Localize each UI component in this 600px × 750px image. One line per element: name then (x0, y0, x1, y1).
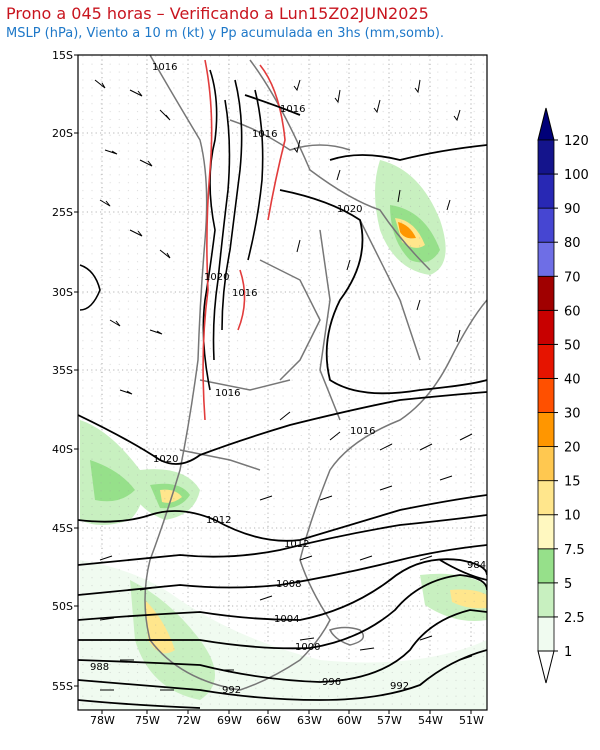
isobar-label: 1008 (276, 579, 301, 590)
colorbar-segment (537, 207, 555, 243)
colorbar-label: 40 (564, 372, 581, 387)
colorbar-top-arrow (537, 107, 555, 141)
isobar-label: 1016 (215, 388, 240, 399)
isobar-label: 992 (390, 681, 409, 692)
isobar-label: 1004 (274, 614, 299, 625)
colorbar-segment (537, 412, 555, 447)
isobar-label: 1016 (152, 62, 177, 73)
coastline-borders (144, 55, 487, 691)
colorbar-segment (537, 139, 555, 175)
colorbar-label: 80 (564, 236, 581, 251)
colorbar-label: 20 (564, 441, 581, 456)
lon-label: 78W (90, 714, 115, 727)
colorbar-segment (537, 241, 555, 277)
isobar-label: 1000 (295, 642, 320, 653)
map-subtitle: MSLP (hPa), Viento a 10 m (kt) y Pp acum… (6, 26, 445, 41)
lon-label: 75W (135, 714, 160, 727)
longitude-labels: 78W 75W 72W 69W 66W 63W 60W 57W 54W 51W (90, 714, 484, 727)
lat-label: 30S (52, 286, 73, 299)
isobar-labels: 1016 1016 1016 1020 1020 1016 1016 1016 … (90, 62, 486, 696)
lat-label: 35S (52, 364, 73, 377)
colorbar-bottom-arrow (537, 650, 555, 684)
isobar-label: 1012 (284, 539, 309, 550)
lat-label: 20S (52, 127, 73, 140)
colorbar-label: 15 (564, 475, 581, 490)
isobar-label: 1012 (206, 515, 231, 526)
wind-barbs (94, 79, 473, 691)
isobar-label: 1020 (153, 454, 178, 465)
colorbar-label: 7.5 (564, 543, 585, 558)
colorbar-segment (537, 446, 555, 482)
colorbar-label: 100 (564, 168, 589, 183)
isobar-label: 1016 (280, 104, 305, 115)
lon-label: 72W (176, 714, 201, 727)
isobar-label: 992 (222, 685, 241, 696)
isobar-label: 996 (322, 677, 341, 688)
colorbar-segment (537, 309, 555, 345)
isobar-label: 1016 (252, 129, 277, 140)
isobar-label: 1020 (337, 204, 362, 215)
isobar-label: 1016 (350, 426, 375, 437)
colorbar-label: 10 (564, 509, 581, 524)
colorbar-segment (537, 548, 555, 584)
colorbar-label: 50 (564, 338, 581, 353)
lat-label: 45S (52, 522, 73, 535)
lon-label: 63W (297, 714, 322, 727)
lon-label: 69W (217, 714, 242, 727)
lon-label: 66W (256, 714, 281, 727)
lat-label: 55S (52, 680, 73, 693)
lon-label: 60W (337, 714, 362, 727)
colorbar-segment (537, 343, 555, 379)
colorbar-label: 5 (564, 577, 572, 592)
colorbar-segment (537, 173, 555, 209)
lat-label: 50S (52, 600, 73, 613)
red-contours (202, 59, 286, 421)
latitude-labels: 15S 20S 25S 30S 35S 40S 45S 50S 55S (52, 49, 73, 693)
colorbar-label: 2.5 (564, 611, 585, 626)
colorbar-label: 30 (564, 407, 581, 422)
precipitation-colorbar: 1 2.5 5 7.5 10 15 20 30 40 50 60 70 80 90 100 120 (537, 107, 589, 684)
colorbar-label: 90 (564, 202, 581, 217)
lon-label: 54W (418, 714, 443, 727)
map-title: Prono a 045 horas – Verificando a Lun15Z… (6, 4, 429, 23)
lon-label: 57W (377, 714, 402, 727)
colorbar-segment (537, 480, 555, 516)
isobar-label: 1016 (232, 288, 257, 299)
lat-label: 15S (52, 49, 73, 62)
colorbar-segment (537, 378, 555, 413)
colorbar-segment (537, 514, 555, 550)
terrain-contours (79, 69, 264, 391)
colorbar-label: 60 (564, 304, 581, 319)
lat-label: 40S (52, 443, 73, 456)
colorbar-segment (537, 616, 555, 652)
isobar-label: 1020 (204, 272, 229, 283)
isobar-label: 984 (467, 560, 486, 571)
colorbar-segment (537, 582, 555, 618)
colorbar-segment (537, 275, 555, 311)
isobar-label: 988 (90, 662, 109, 673)
lat-label: 25S (52, 206, 73, 219)
colorbar-label: 70 (564, 270, 581, 285)
lon-label: 51W (459, 714, 484, 727)
colorbar-label: 120 (564, 134, 589, 149)
colorbar-label: 1 (564, 645, 572, 660)
